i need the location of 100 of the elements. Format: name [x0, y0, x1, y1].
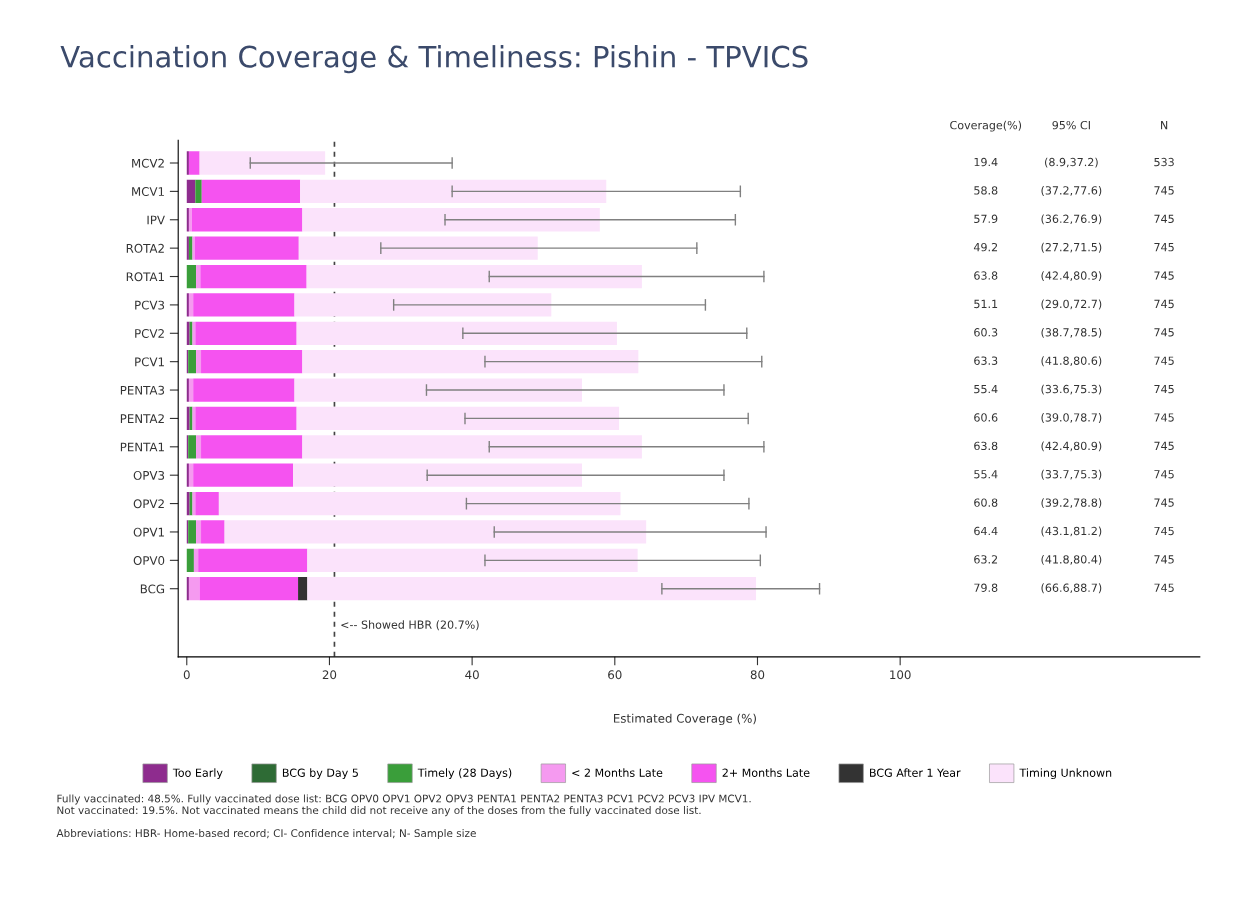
- annotation: (42.4,80.9): [1041, 441, 1102, 452]
- annotation: (29.0,72.7): [1041, 299, 1102, 310]
- bar: [193, 293, 295, 317]
- ref-line-label: <-- Showed HBR (20.7%): [341, 620, 479, 631]
- annotation: 19.4: [974, 157, 998, 167]
- bar: [195, 179, 202, 204]
- bar: [224, 520, 647, 544]
- annotation: (36.2,76.9): [1041, 214, 1102, 225]
- bar: [196, 350, 202, 374]
- y-tick-label: PCV3: [135, 300, 165, 310]
- annotation: 745: [1154, 413, 1174, 422]
- x-tick-label: 60: [608, 670, 622, 680]
- bar: [193, 548, 199, 572]
- annotation: (41.8,80.6): [1041, 356, 1102, 367]
- annotation: (39.0,78.7): [1041, 413, 1102, 423]
- x-axis-title: Estimated Coverage (%): [614, 713, 756, 726]
- annotation: (33.6,75.3): [1041, 384, 1102, 395]
- bar: [296, 321, 617, 345]
- y-tick-label: OPV1: [133, 527, 164, 537]
- bar: [306, 264, 642, 289]
- annotation: 55.4: [974, 385, 998, 394]
- bar: [195, 321, 297, 345]
- legend-label: 2+ Months Late: [722, 768, 810, 777]
- bar: [195, 491, 219, 516]
- text: Coverage(%): [950, 120, 1022, 132]
- bar: [188, 350, 197, 374]
- annotation: 745: [1154, 243, 1174, 252]
- bar: [200, 264, 307, 289]
- bar: [188, 293, 194, 317]
- bar: [196, 520, 202, 544]
- bar: [193, 463, 294, 487]
- annotation: 745: [1154, 356, 1174, 365]
- y-tick-label: PENTA1: [120, 442, 164, 452]
- y-tick-label: BCG: [140, 584, 165, 594]
- bar: [201, 435, 303, 459]
- bar: [298, 236, 538, 260]
- bar: [300, 179, 607, 204]
- annotation: 79.8: [974, 583, 998, 592]
- annotation: 745: [1154, 526, 1174, 536]
- bar: [186, 293, 189, 317]
- annotation: 60.8: [974, 498, 998, 507]
- annotation: (39.2,78.8): [1041, 498, 1102, 509]
- y-tick-label: MCV1: [132, 187, 164, 197]
- text: 95% CI: [1052, 120, 1090, 130]
- annotation: (43.1,81.2): [1041, 526, 1102, 537]
- y-tick-label: ROTA1: [126, 272, 164, 282]
- bar: [302, 208, 600, 232]
- bar: [186, 548, 194, 572]
- bar: [186, 151, 189, 175]
- annotation: 63.8: [974, 441, 998, 451]
- bar: [186, 378, 189, 402]
- annotation: 57.9: [974, 214, 998, 223]
- annotation: (42.4,80.9): [1041, 271, 1102, 282]
- annotation: 745: [1154, 214, 1174, 223]
- bar: [186, 463, 189, 487]
- text: Abbreviations: HBR- Home-based record; CI- Confidence interval; N- Sample size: [56, 829, 476, 840]
- bar: [195, 406, 297, 431]
- annotation: 745: [1154, 470, 1174, 479]
- annotation: 745: [1154, 498, 1174, 507]
- y-tick-label: OPV0: [133, 556, 165, 565]
- legend-label: < 2 Months Late: [572, 768, 663, 777]
- y-tick-label: ROTA2: [126, 243, 164, 253]
- legend-label: Timely (28 Days): [417, 768, 512, 780]
- bar: [307, 548, 638, 572]
- chart-title: Vaccination Coverage & Timeliness: Pishin - TPVICS: [60, 45, 808, 74]
- bar: [188, 577, 200, 601]
- legend-label: BCG After 1 Year: [870, 768, 961, 777]
- bar: [199, 577, 299, 601]
- bar: [196, 264, 201, 289]
- annotation: 745: [1154, 555, 1174, 564]
- annotation: (41.8,80.4): [1041, 554, 1102, 565]
- bar: [193, 378, 295, 402]
- bar: [188, 378, 194, 402]
- bar: [298, 577, 308, 601]
- annotation: (27.2,71.5): [1041, 242, 1102, 253]
- y-tick-label: PCV2: [135, 329, 164, 338]
- bar: [186, 236, 189, 260]
- annotation: (38.7,78.5): [1041, 327, 1102, 338]
- annotation: 55.4: [974, 470, 998, 479]
- bar: [201, 350, 303, 374]
- bar: [191, 208, 303, 232]
- bar: [201, 520, 225, 544]
- y-tick-label: PCV1: [135, 357, 164, 367]
- text: N: [1161, 121, 1168, 130]
- y-tick-label: MCV2: [132, 158, 164, 168]
- annotation: (33.7,75.3): [1041, 469, 1102, 480]
- x-tick-label: 40: [465, 670, 479, 680]
- annotation: 745: [1154, 583, 1174, 592]
- bar: [218, 491, 621, 516]
- annotation: 745: [1154, 186, 1174, 195]
- annotation: (37.2,77.6): [1041, 186, 1102, 196]
- annotation: 745: [1154, 271, 1174, 280]
- bar: [186, 264, 197, 289]
- annotation: 63.2: [974, 555, 998, 564]
- bar: [302, 435, 642, 459]
- bar: [307, 577, 757, 601]
- annotation: 745: [1154, 328, 1174, 337]
- annotation: 51.1: [974, 299, 998, 309]
- legend-label: Too Early: [172, 768, 223, 780]
- annotation: 58.8: [974, 186, 998, 195]
